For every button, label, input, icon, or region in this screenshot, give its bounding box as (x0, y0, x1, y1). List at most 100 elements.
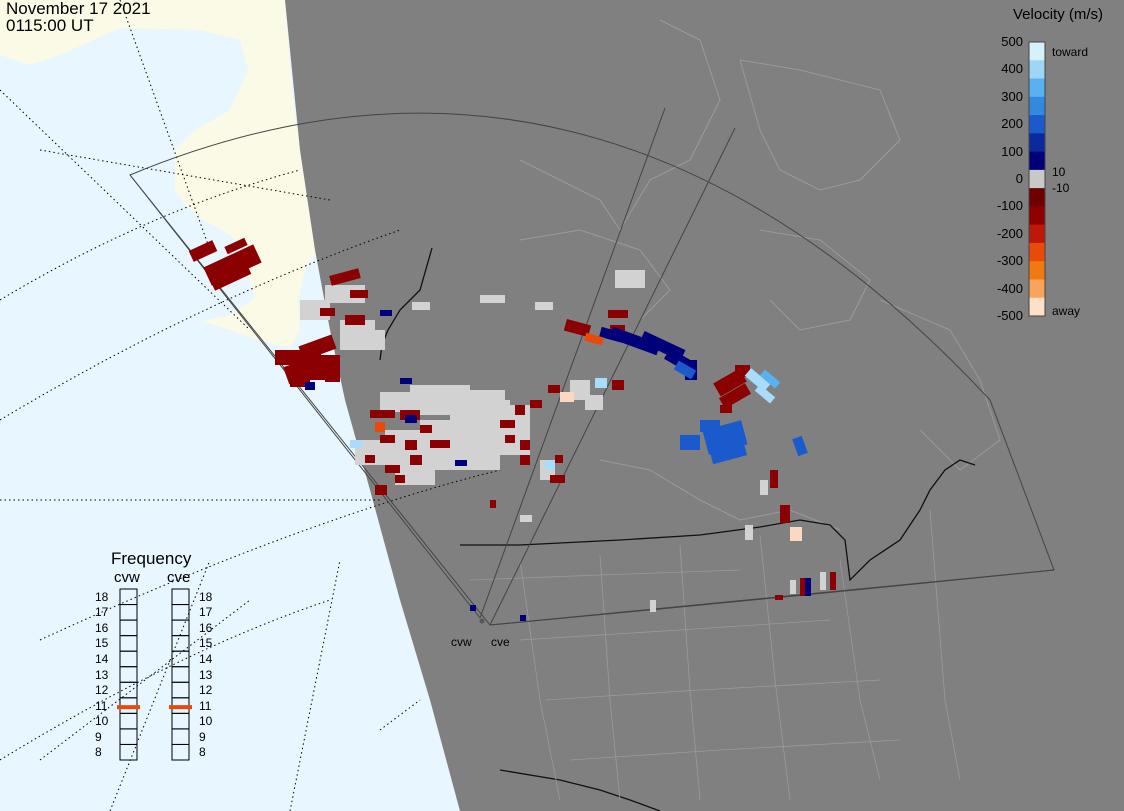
frequency-cell (119, 743, 138, 761)
frequency-cell (119, 604, 138, 621)
colorbar-swatch (1029, 297, 1045, 317)
frequency-level-left: 12 (95, 683, 109, 698)
frequency-cell (171, 619, 190, 637)
site-marker-cvw (479, 618, 485, 624)
colorbar-swatch (1029, 279, 1045, 299)
date-label: November 17 2021 (6, 0, 151, 18)
frequency-cell (171, 712, 190, 730)
velocity-cell (305, 382, 315, 390)
day-land-island (288, 205, 316, 232)
frequency-cell (119, 650, 138, 668)
velocity-cell (805, 578, 811, 596)
velocity-cell (615, 270, 645, 288)
colorbar-swatch (1029, 96, 1045, 116)
frequency-cell (171, 728, 190, 745)
velocity-cell (275, 350, 305, 365)
frequency-level-left: 13 (95, 667, 109, 682)
velocity-cell (380, 310, 392, 316)
velocity-cell (563, 318, 592, 338)
frequency-level-right: 8 (199, 745, 206, 760)
velocity-cell (505, 435, 515, 443)
frequency-columns (117, 588, 192, 761)
velocity-cell (500, 420, 515, 428)
frequency-level-right: 9 (199, 729, 206, 744)
velocity-cell (585, 395, 603, 410)
colorbar-tick: -400 (996, 280, 1023, 296)
frequency-cell (119, 728, 138, 745)
velocity-cell (325, 285, 365, 303)
velocity-cell (680, 435, 700, 450)
velocity-cell (405, 440, 417, 450)
frequency-cell (119, 619, 138, 637)
colorbar-frame (1028, 41, 1046, 317)
site-label-cvw: cvw (451, 635, 472, 649)
velocity-cell (745, 525, 753, 540)
frequency-level-left: 9 (95, 729, 102, 744)
frequency-level-left: 15 (95, 636, 109, 651)
frequency-cell (119, 588, 138, 606)
velocity-cell (224, 237, 248, 255)
velocity-cell (595, 378, 607, 388)
frequency-cell (171, 650, 190, 668)
velocity-cell (820, 572, 826, 590)
frequency-level-right: 17 (199, 605, 213, 620)
velocity-cell (520, 440, 530, 450)
velocity-cell (320, 308, 335, 316)
velocity-cell (380, 435, 395, 443)
frequency-level-right: 14 (199, 651, 213, 666)
velocity-cell (470, 605, 476, 611)
velocity-cell (650, 600, 656, 612)
velocity-cell (208, 260, 252, 291)
state-lines (469, 509, 961, 801)
velocity-cell (520, 615, 526, 621)
velocity-cell (555, 455, 563, 463)
velocity-cell (490, 500, 496, 508)
colorbar-10-label: 10 (1052, 165, 1066, 179)
day-land (0, 0, 318, 348)
frequency-level-right: 10 (199, 714, 213, 729)
colorbar-swatch (1029, 261, 1045, 280)
colorbar-swatch (1029, 115, 1045, 134)
velocity-cell (720, 405, 732, 413)
velocity-cell (430, 440, 450, 448)
colorbar-swatch (1029, 206, 1045, 226)
colorbar-swatch (1029, 224, 1045, 244)
frequency-marker-cve (169, 705, 192, 710)
border-mexico (499, 769, 661, 811)
colorbar-tick: 200 (1001, 116, 1023, 132)
frequency-cell (119, 712, 138, 730)
frequency-level-left: 17 (95, 605, 109, 620)
fov-outline (129, 107, 1055, 626)
velocity-cell (584, 332, 604, 346)
frequency-cell (119, 681, 138, 699)
colorbar-swatch (1029, 151, 1045, 171)
velocity-cell (770, 470, 778, 488)
colorbar-swatch (1029, 60, 1045, 80)
velocity-cell (759, 369, 781, 389)
velocity-cell (673, 360, 697, 380)
frequency-level-left: 18 (95, 589, 109, 604)
velocity-cell (410, 455, 422, 465)
velocity-cell (612, 380, 624, 390)
velocity-cell (515, 430, 530, 442)
velocity-cell (515, 405, 525, 415)
velocity-cell (609, 326, 661, 356)
velocity-cell (790, 527, 802, 541)
velocity-cell (350, 440, 362, 448)
velocity-cell (345, 315, 365, 325)
velocity-cell (375, 485, 387, 495)
frequency-level-left: 8 (95, 745, 102, 760)
velocity-cell (545, 460, 555, 470)
frequency-cell (171, 604, 190, 621)
radar-label-cve: cve (167, 569, 191, 586)
radar-label-cvw: cvw (114, 569, 140, 586)
velocity-cell (548, 385, 560, 393)
frequency-cell (171, 666, 190, 683)
night-region (285, 0, 1124, 811)
site-label-cve: cve (491, 635, 510, 649)
velocity-cell (550, 475, 565, 483)
colorbar-swatch (1029, 133, 1045, 153)
frequency-level-right: 15 (199, 636, 213, 651)
velocity-cell (790, 580, 796, 594)
colorbar-swatch (1029, 242, 1045, 262)
